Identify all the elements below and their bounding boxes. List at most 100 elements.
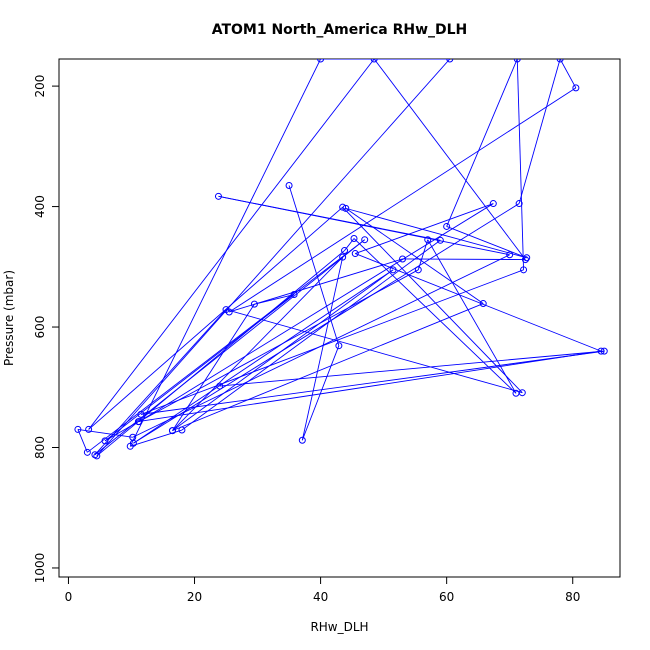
series-segment-20 — [77, 429, 88, 453]
series-segment-27 — [129, 59, 321, 447]
series-segment-24 — [218, 195, 441, 241]
data-point-46 — [342, 204, 350, 212]
series-segment-26 — [130, 429, 183, 447]
series-segment-7 — [518, 59, 561, 204]
data-point-30 — [93, 452, 101, 460]
data-point-8 — [556, 59, 564, 63]
series-segment-13 — [88, 59, 375, 430]
data-point-53 — [216, 382, 224, 390]
data-point-45 — [479, 300, 487, 308]
series-segment-36 — [138, 203, 494, 422]
series-segment-50 — [140, 269, 524, 415]
data-point-31 — [341, 247, 349, 255]
series-segment-2 — [301, 257, 344, 441]
x-tick-label-60: 60 — [439, 590, 454, 604]
data-point-12 — [521, 256, 529, 264]
data-point-17 — [222, 306, 230, 314]
data-point-41 — [101, 437, 109, 445]
data-point-40 — [134, 418, 142, 426]
series-segment-5 — [133, 269, 394, 444]
y-axis: 200 400 600 800 1000 — [33, 75, 59, 584]
data-point-32 — [350, 234, 358, 242]
series-segment-45 — [345, 208, 484, 304]
data-point-47 — [523, 254, 531, 262]
series-segment-41 — [104, 294, 295, 442]
series-segment-35 — [138, 269, 419, 422]
data-point-44 — [168, 427, 176, 435]
series-segment-37 — [355, 203, 494, 254]
series-segment-29 — [96, 59, 451, 457]
series-segment-42 — [254, 294, 295, 305]
data-point-24 — [214, 192, 222, 200]
series-segment-16 — [225, 309, 523, 394]
series-segment-34 — [417, 239, 429, 270]
data-point-5 — [389, 266, 397, 274]
y-tick-label-400: 400 — [33, 195, 47, 218]
series-segment-30 — [96, 250, 345, 457]
series-segment-40 — [104, 421, 139, 442]
series-segment-3 — [172, 256, 343, 431]
data-point-1 — [335, 342, 343, 350]
data-point-11 — [399, 255, 407, 263]
series-segment-52 — [219, 350, 605, 387]
data-point-27 — [126, 442, 134, 450]
data-point-37 — [489, 200, 497, 208]
data-point-25 — [436, 236, 444, 244]
series-layer — [74, 59, 608, 460]
chart-title: ATOM1 North_America RHw_DLH — [212, 22, 468, 38]
data-point-26 — [178, 426, 186, 434]
data-point-22 — [129, 433, 137, 441]
series-segment-33 — [427, 239, 517, 394]
data-point-33 — [512, 389, 520, 397]
data-point-20 — [83, 448, 91, 456]
series-segment-47 — [446, 226, 527, 259]
data-point-7 — [515, 200, 523, 208]
series-segment-25 — [181, 239, 441, 431]
series-segment-51 — [140, 350, 605, 415]
data-point-39 — [597, 347, 605, 355]
x-tick-label-80: 80 — [565, 590, 580, 604]
series-segment-17 — [94, 309, 227, 456]
series-segment-12 — [373, 59, 526, 260]
data-point-21 — [74, 425, 82, 433]
plot-frame — [58, 58, 621, 578]
series-segment-9 — [228, 87, 577, 313]
series-segment-19 — [87, 239, 365, 453]
data-point-3 — [339, 253, 347, 261]
series-segment-11 — [402, 258, 526, 261]
y-tick-label-1000: 1000 — [33, 553, 47, 584]
x-axis: 0 20 40 60 80 — [65, 577, 580, 604]
series-segment-1 — [301, 345, 340, 441]
y-tick-label-800: 800 — [33, 436, 47, 459]
data-point-15 — [339, 203, 347, 211]
data-point-23 — [506, 251, 514, 259]
data-point-19 — [361, 236, 369, 244]
series-segment-21 — [77, 428, 133, 438]
series-segment-46 — [345, 207, 527, 259]
series-segment-14 — [88, 206, 343, 430]
series-segment-49 — [516, 59, 525, 270]
data-point-52 — [600, 347, 608, 355]
data-point-9 — [572, 84, 580, 92]
series-segment-15 — [342, 206, 523, 394]
y-tick-label-200: 200 — [33, 75, 47, 98]
data-point-28 — [317, 59, 325, 63]
x-tick-label-0: 0 — [65, 590, 73, 604]
data-point-29 — [446, 59, 454, 63]
series-segment-43 — [172, 303, 255, 431]
x-tick-label-20: 20 — [187, 590, 202, 604]
data-point-35 — [414, 266, 422, 274]
y-tick-label-600: 600 — [33, 316, 47, 339]
data-point-2 — [298, 436, 306, 444]
data-point-42 — [290, 291, 298, 299]
data-point-43 — [250, 300, 258, 308]
y-axis-label: Pressure (mbar) — [2, 270, 16, 366]
data-point-48 — [443, 222, 451, 230]
data-point-13 — [370, 59, 378, 63]
data-point-0 — [285, 181, 293, 189]
x-axis-label: RHw_DLH — [310, 620, 368, 634]
data-point-18 — [91, 451, 99, 459]
data-point-34 — [424, 236, 432, 244]
data-point-14 — [85, 425, 93, 433]
series-segment-31 — [344, 238, 355, 251]
